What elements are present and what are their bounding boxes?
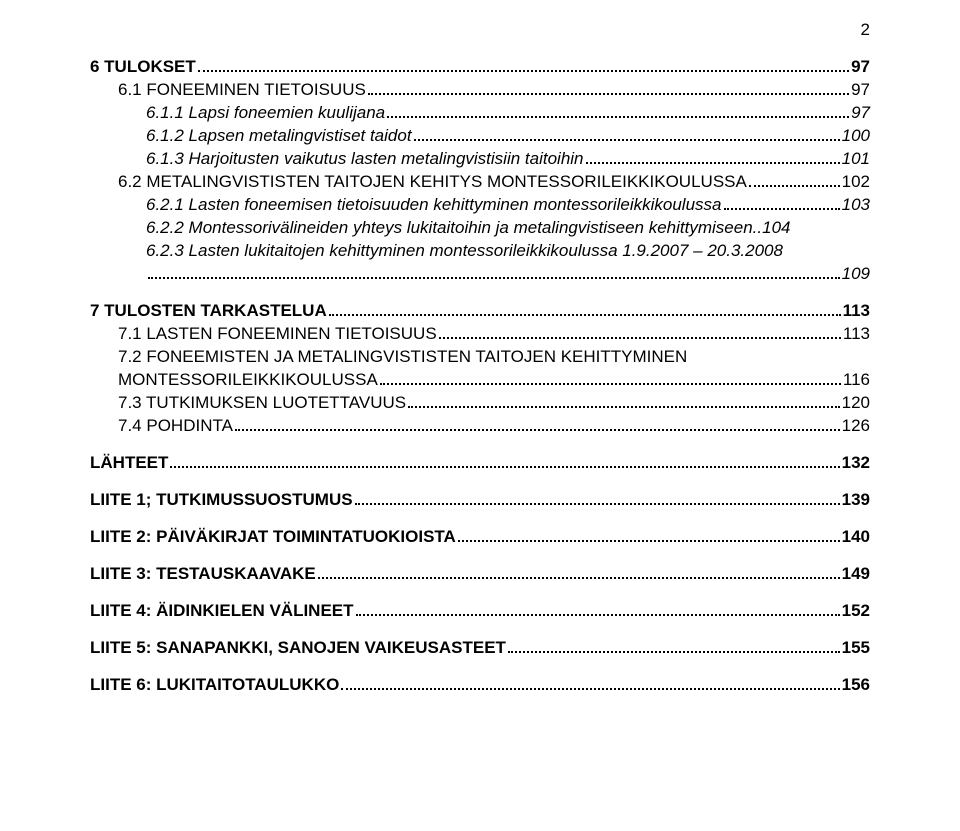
toc-entry-label: 6 TULOKSET: [90, 57, 196, 77]
toc-entry-label: 6.2.2 Montessorivälineiden yhteys lukita…: [146, 218, 753, 238]
toc-entry: LIITE 4: ÄIDINKIELEN VÄLINEET 152: [90, 587, 870, 621]
toc-leader-dots: [387, 116, 849, 118]
toc-page-ref: 126: [842, 416, 870, 436]
toc-leader-dots: [355, 503, 840, 505]
toc-entry: LIITE 5: SANAPANKKI, SANOJEN VAIKEUSASTE…: [90, 624, 870, 658]
toc-entry: 6.2.3 Lasten lukitaitojen kehittyminen m…: [146, 241, 870, 261]
toc-entry-label: 6.1 FONEEMINEN TIETOISUUS: [118, 80, 366, 100]
toc-leader-dots: [329, 314, 841, 316]
toc-page-ref: 113: [843, 324, 870, 344]
toc-entry: 6.2 METALINGVISTISTEN TAITOJEN KEHITYS M…: [118, 172, 870, 192]
toc-page-ref: 102: [842, 172, 870, 192]
toc-page-ref: 103: [842, 195, 870, 215]
toc-page: 2 6 TULOKSET 97 6.1 FONEEMINEN TIETOISUUS 9…: [0, 0, 960, 738]
toc-entry-label: LIITE 4: ÄIDINKIELEN VÄLINEET: [90, 601, 354, 621]
toc-entry: 109: [146, 264, 870, 284]
toc-entry-label: LIITE 2: PÄIVÄKIRJAT TOIMINTATUOKIOISTA: [90, 527, 456, 547]
toc-page-ref: 152: [842, 601, 870, 621]
toc-entry-label: LÄHTEET: [90, 453, 168, 473]
toc-page-ref: 101: [842, 149, 870, 169]
toc-entry: 7 TULOSTEN TARKASTELUA 113: [90, 287, 870, 321]
toc-entry: 7.1 LASTEN FONEEMINEN TIETOISUUS 113: [118, 324, 870, 344]
toc-entry-label: 6.1.3 Harjoitusten vaikutus lasten metal…: [146, 149, 584, 169]
toc-leader-dots: [458, 540, 840, 542]
toc-entry: 7.4 POHDINTA 126: [118, 416, 870, 436]
toc-leader-dots: [414, 139, 840, 141]
toc-entry: LIITE 6: LUKITAITOTAULUKKO 156: [90, 661, 870, 695]
toc-entry: 6 TULOKSET 97: [90, 43, 870, 77]
toc-entry: 6.2.2 Montessorivälineiden yhteys lukita…: [146, 218, 870, 238]
toc-leader-dots: [368, 93, 849, 95]
toc-leader-short: ..: [753, 218, 762, 238]
toc-leader-dots: [439, 337, 841, 339]
toc-page-ref: 109: [842, 264, 870, 284]
toc-entry: 6.1.1 Lapsi foneemien kuulijana 97: [146, 103, 870, 123]
toc-entry-label: 7 TULOSTEN TARKASTELUA: [90, 301, 327, 321]
toc-page-ref: 97: [851, 80, 870, 100]
toc-leader-dots: [749, 185, 840, 187]
toc-entry-label: 6.2.3 Lasten lukitaitojen kehittyminen m…: [146, 241, 783, 261]
toc-leader-dots: [235, 429, 840, 431]
toc-leader-dots: [724, 208, 840, 210]
toc-leader-dots: [408, 406, 840, 408]
toc-entry-label: 7.4 POHDINTA: [118, 416, 233, 436]
toc-entry-label: LIITE 5: SANAPANKKI, SANOJEN VAIKEUSASTE…: [90, 638, 506, 658]
toc-page-ref: 140: [842, 527, 870, 547]
toc-entry: LIITE 2: PÄIVÄKIRJAT TOIMINTATUOKIOISTA 1…: [90, 513, 870, 547]
toc-page-ref: 116: [843, 370, 870, 390]
toc-entry-label: 6.2.1 Lasten foneemisen tietoisuuden keh…: [146, 195, 722, 215]
toc-leader-dots: [586, 162, 840, 164]
toc-page-ref: 155: [842, 638, 870, 658]
toc-leader-dots: [198, 70, 849, 72]
toc-entry-label: 7.3 TUTKIMUKSEN LUOTETTAVUUS: [118, 393, 406, 413]
toc-leader-dots: [380, 383, 841, 385]
toc-page-ref: 132: [842, 453, 870, 473]
toc-page-ref: 97: [851, 103, 870, 123]
toc-entry: 7.3 TUTKIMUKSEN LUOTETTAVUUS 120: [118, 393, 870, 413]
toc-entry: LIITE 3: TESTAUSKAAVAKE 149: [90, 550, 870, 584]
toc-entry-label: MONTESSORILEIKKIKOULUSSA: [118, 370, 378, 390]
toc-page-ref: 149: [842, 564, 870, 584]
toc-entry-label: 6.1.2 Lapsen metalingvistiset taidot: [146, 126, 412, 146]
toc-entry-label: 7.1 LASTEN FONEEMINEN TIETOISUUS: [118, 324, 437, 344]
toc-leader-dots: [148, 277, 840, 279]
toc-entry-label: LIITE 3: TESTAUSKAAVAKE: [90, 564, 316, 584]
toc-entry: LÄHTEET 132: [90, 439, 870, 473]
toc-page-ref: 113: [843, 301, 870, 321]
toc-leader-dots: [318, 577, 840, 579]
toc-page-ref: 139: [842, 490, 870, 510]
toc-entry: 6.2.1 Lasten foneemisen tietoisuuden keh…: [146, 195, 870, 215]
toc-entry: MONTESSORILEIKKIKOULUSSA 116: [118, 370, 870, 390]
table-of-contents: 6 TULOKSET976.1 FONEEMINEN TIETOISUUS976…: [90, 43, 870, 695]
toc-entry-label: LIITE 1; TUTKIMUSSUOSTUMUS: [90, 490, 353, 510]
toc-page-ref: 97: [851, 57, 870, 77]
toc-leader-dots: [356, 614, 840, 616]
toc-page-ref: 156: [842, 675, 870, 695]
toc-entry: 6.1.3 Harjoitusten vaikutus lasten metal…: [146, 149, 870, 169]
toc-entry-label: 7.2 FONEEMISTEN JA METALINGVISTISTEN TAI…: [118, 347, 687, 367]
toc-entry: 6.1.2 Lapsen metalingvistiset taidot 100: [146, 126, 870, 146]
toc-page-ref: 104: [762, 218, 790, 238]
toc-leader-dots: [341, 688, 839, 690]
toc-entry: 6.1 FONEEMINEN TIETOISUUS 97: [118, 80, 870, 100]
toc-entry-label: LIITE 6: LUKITAITOTAULUKKO: [90, 675, 339, 695]
toc-entry-label: 6.2 METALINGVISTISTEN TAITOJEN KEHITYS M…: [118, 172, 747, 192]
toc-entry: 7.2 FONEEMISTEN JA METALINGVISTISTEN TAI…: [118, 347, 870, 367]
toc-page-ref: 120: [842, 393, 870, 413]
toc-entry: LIITE 1; TUTKIMUSSUOSTUMUS 139: [90, 476, 870, 510]
toc-page-ref: 100: [842, 126, 870, 146]
toc-entry-label: 6.1.1 Lapsi foneemien kuulijana: [146, 103, 385, 123]
toc-leader-dots: [170, 466, 839, 468]
page-number: 2: [861, 20, 870, 40]
toc-leader-dots: [508, 651, 840, 653]
